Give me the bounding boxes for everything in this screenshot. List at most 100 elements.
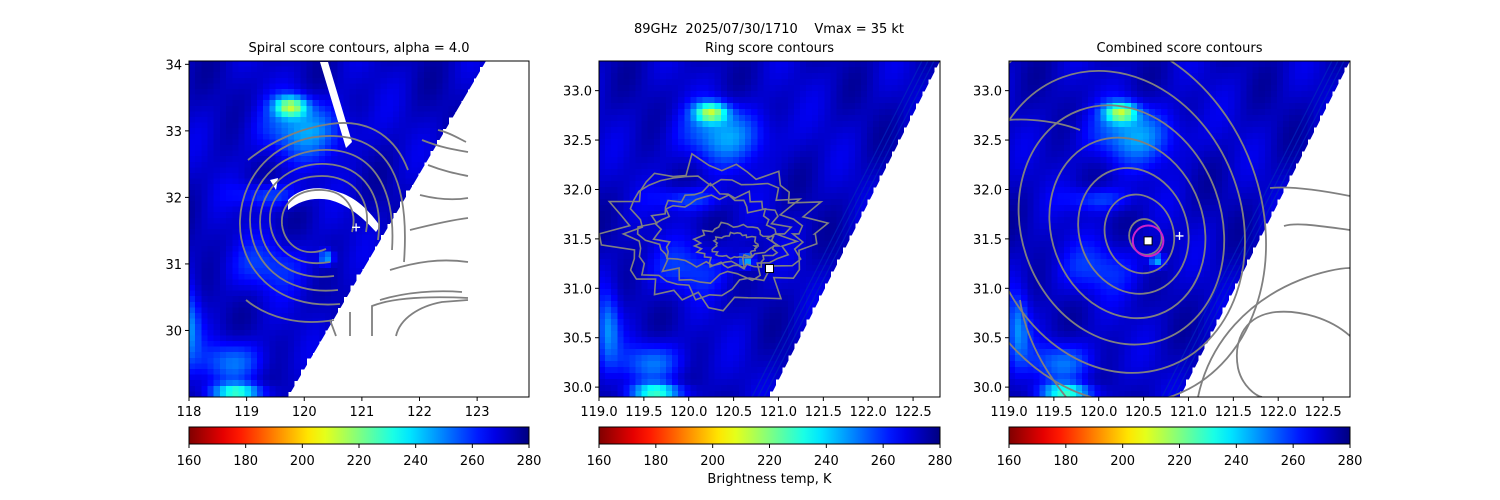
heatmap-cell bbox=[757, 67, 765, 74]
heatmap-cell bbox=[641, 145, 649, 152]
heatmap-cell bbox=[442, 61, 450, 68]
heatmap-cell bbox=[405, 178, 413, 185]
heatmap-cell bbox=[769, 103, 777, 110]
heatmap-cell bbox=[702, 391, 710, 397]
heatmap-cell bbox=[665, 301, 673, 308]
heatmap-cell bbox=[312, 66, 320, 73]
heatmap-cell bbox=[921, 85, 929, 92]
heatmap-cell bbox=[411, 111, 419, 118]
heatmap-cell bbox=[1082, 79, 1089, 86]
heatmap-cell bbox=[232, 139, 240, 146]
heatmap-cell bbox=[799, 157, 807, 164]
heatmap-cell bbox=[331, 201, 338, 208]
heatmap-cell bbox=[799, 97, 807, 104]
heatmap-cell bbox=[318, 245, 326, 252]
heatmap-cell bbox=[1075, 121, 1083, 128]
heatmap-cell bbox=[684, 379, 691, 386]
heatmap-cell bbox=[702, 217, 710, 224]
heatmap-cell bbox=[306, 223, 314, 230]
heatmap-cell bbox=[611, 103, 618, 110]
heatmap-cell bbox=[769, 277, 777, 284]
heatmap-cell bbox=[708, 139, 716, 146]
heatmap-cell bbox=[331, 72, 338, 79]
heatmap-cell bbox=[219, 122, 227, 129]
heatmap-cell bbox=[423, 66, 431, 73]
heatmap-cell bbox=[300, 268, 308, 275]
heatmap-cell bbox=[702, 331, 710, 338]
heatmap-cell bbox=[659, 139, 667, 146]
heatmap-cell bbox=[763, 133, 771, 140]
heatmap-cell bbox=[250, 66, 258, 73]
heatmap-cell bbox=[1130, 67, 1138, 74]
contour-line bbox=[247, 122, 409, 171]
heatmap-cell bbox=[275, 234, 283, 241]
heatmap-cell bbox=[617, 253, 624, 260]
heatmap-cell bbox=[714, 73, 722, 80]
heatmap-cell bbox=[337, 223, 345, 230]
heatmap-cell bbox=[672, 133, 679, 140]
heatmap-cell bbox=[732, 331, 740, 338]
heatmap-cell bbox=[617, 283, 624, 290]
heatmap-cell bbox=[806, 211, 813, 218]
heatmap-cell bbox=[1075, 73, 1083, 80]
heatmap-cell bbox=[1179, 109, 1187, 116]
heatmap-cell bbox=[635, 271, 643, 278]
heatmap-cell bbox=[213, 318, 221, 325]
heatmap-cell bbox=[702, 211, 710, 218]
heatmap-cell bbox=[318, 139, 326, 146]
heatmap-cell bbox=[207, 173, 215, 180]
heatmap-cell bbox=[854, 103, 862, 110]
contour-line bbox=[245, 299, 335, 323]
heatmap-cell bbox=[617, 61, 624, 68]
heatmap-cell bbox=[244, 173, 252, 180]
heatmap-cell bbox=[294, 94, 301, 101]
heatmap-cell bbox=[417, 128, 425, 135]
heatmap-cell bbox=[263, 324, 270, 331]
heatmap-cell bbox=[678, 271, 685, 278]
heatmap-cell bbox=[189, 133, 196, 140]
heatmap-cell bbox=[635, 349, 643, 356]
heatmap-cell bbox=[1173, 103, 1181, 110]
heatmap-cell bbox=[318, 156, 326, 163]
heatmap-cell bbox=[611, 247, 618, 254]
heatmap-cell bbox=[684, 235, 691, 242]
heatmap-cell bbox=[684, 367, 691, 374]
x-tick-label: 119.5 bbox=[625, 405, 662, 420]
heatmap-cell bbox=[195, 223, 202, 230]
heatmap-cell bbox=[238, 66, 246, 73]
heatmap-cell bbox=[617, 229, 624, 236]
heatmap-cell bbox=[714, 313, 722, 320]
heatmap-cell bbox=[781, 175, 789, 182]
heatmap-cell bbox=[672, 253, 679, 260]
heatmap-cell bbox=[854, 151, 862, 158]
heatmap-cell bbox=[368, 139, 376, 146]
heatmap-cell bbox=[702, 115, 710, 122]
heatmap-cell bbox=[201, 105, 209, 112]
heatmap-cell bbox=[238, 307, 246, 314]
heatmap-cell bbox=[769, 115, 777, 122]
heatmap-cell bbox=[726, 205, 734, 212]
heatmap-cell bbox=[393, 72, 400, 79]
heatmap-cell bbox=[647, 253, 655, 260]
heatmap-cell bbox=[300, 105, 308, 112]
heatmap-cell bbox=[599, 73, 606, 80]
heatmap-cell bbox=[611, 283, 618, 290]
heatmap-cell bbox=[739, 271, 746, 278]
heatmap-cell bbox=[617, 223, 624, 230]
colorbar-tick-label: 280 bbox=[928, 454, 953, 469]
heatmap-cell bbox=[659, 127, 667, 134]
heatmap-cell bbox=[775, 361, 783, 368]
heatmap-cell bbox=[1283, 91, 1290, 98]
heatmap-cell bbox=[1130, 61, 1138, 68]
heatmap-cell bbox=[769, 223, 777, 230]
heatmap-cell bbox=[1082, 97, 1089, 104]
heatmap-cell bbox=[337, 100, 345, 107]
heatmap-cell bbox=[781, 133, 789, 140]
heatmap-cell bbox=[629, 187, 637, 194]
heatmap-cell bbox=[448, 72, 456, 79]
heatmap-cell bbox=[250, 369, 258, 376]
heatmap-cell bbox=[848, 175, 856, 182]
heatmap-cell bbox=[219, 156, 227, 163]
heatmap-cell bbox=[331, 145, 338, 152]
heatmap-cell bbox=[306, 117, 314, 124]
